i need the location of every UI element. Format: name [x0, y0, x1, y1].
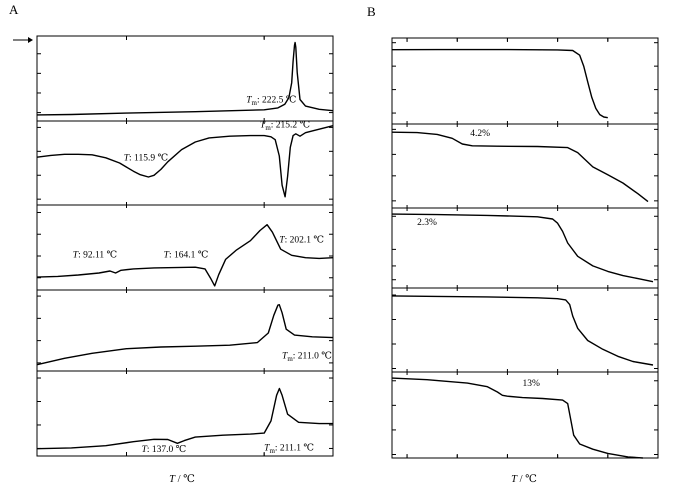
annotation: T: 115.9 ℃ [124, 154, 169, 164]
annotation: 4.2% [470, 129, 490, 139]
label-part: : 115.9 ℃ [129, 154, 168, 164]
series-line-b-b [391, 131, 649, 203]
label-part: / [517, 474, 525, 485]
label-part: T [511, 474, 518, 485]
label-part: T [124, 154, 130, 164]
panel-b-frame [391, 37, 659, 459]
label-part: T [264, 444, 270, 454]
label-part: m [287, 355, 293, 363]
label-part: 2.3% [417, 218, 437, 228]
series-line-b-e [391, 377, 643, 459]
annotation: T: 137.0 ℃ [142, 445, 187, 455]
label-part: m [269, 447, 275, 455]
label-part: m [252, 99, 258, 107]
annotation: 2.3% [417, 218, 437, 228]
panel-a-letter: A [9, 2, 19, 17]
label-part: T [169, 474, 176, 485]
label-part: : 164.1 ℃ [169, 250, 209, 260]
label-part: T [260, 120, 266, 130]
series-line-b-a [391, 48, 608, 119]
label-part: : 222.5 ℃ [257, 95, 297, 105]
label-part: T [164, 250, 170, 260]
label-part: 4.2% [470, 129, 490, 139]
series-line-a-a [36, 41, 334, 116]
label-part: m [265, 124, 271, 132]
x-axis-title: T / ℃ [169, 474, 195, 485]
series-line-a-d [36, 304, 334, 366]
annotation: T: 202.1 ℃ [279, 235, 324, 245]
label-part: : 215.2 ℃ [271, 120, 311, 130]
label-part: T [279, 235, 285, 245]
series-line-a-e [36, 387, 333, 450]
label-part: : 137.0 ℃ [147, 445, 187, 455]
label-part: : 211.0 ℃ [293, 351, 332, 361]
panel-a-frame [36, 35, 334, 457]
annotation: T: 164.1 ℃ [164, 250, 209, 260]
annotation: Tm: 211.0 ℃ [282, 351, 332, 363]
label-part: : 211.1 ℃ [275, 444, 314, 454]
label-part: T [73, 250, 79, 260]
annotation: Tm: 222.5 ℃ [246, 95, 297, 107]
label-part: 13% [522, 379, 540, 389]
series-line-b-c [391, 213, 654, 283]
label-part: T [282, 351, 288, 361]
label-part: / [175, 474, 183, 485]
exo-arrow-head [28, 37, 33, 43]
label-part: T [142, 445, 148, 455]
label-part: ℃ [183, 474, 195, 485]
label-part: ℃ [525, 474, 537, 485]
series-line-a-c [36, 224, 334, 287]
label-part: : 92.11 ℃ [78, 250, 117, 260]
series-line-b-d [391, 295, 654, 366]
label-part: T [246, 95, 252, 105]
series-line-a-b [36, 125, 334, 198]
x-axis-title: T / ℃ [511, 474, 537, 485]
annotation: Tm: 211.1 ℃ [264, 444, 314, 456]
annotation: 13% [522, 379, 540, 389]
annotation: Tm: 215.2 ℃ [260, 120, 311, 131]
label-part: : 202.1 ℃ [285, 235, 325, 245]
annotation: T: 92.11 ℃ [73, 250, 118, 260]
panel-b-letter: B [367, 4, 376, 19]
